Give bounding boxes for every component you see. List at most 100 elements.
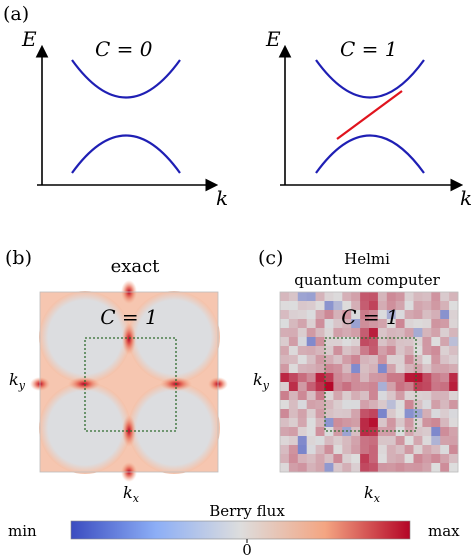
panel-b-title: exact — [111, 256, 161, 277]
heatmap-cell — [324, 418, 334, 428]
upper-band — [315, 59, 425, 99]
heatmap-cell — [413, 337, 423, 347]
heatmap-cell — [404, 373, 414, 383]
heatmap-cell — [404, 418, 414, 428]
heatmap-cell — [440, 427, 450, 437]
heatmap-cell — [360, 319, 370, 329]
heatmap-cell — [377, 436, 388, 446]
heatmap-cell — [306, 436, 316, 446]
heatmap-cell — [306, 391, 316, 401]
heatmap-cell — [360, 301, 370, 311]
heatmap-cell — [333, 346, 343, 356]
heatmap-cell — [333, 310, 343, 320]
heatmap-cell — [342, 382, 352, 392]
heatmap-cell — [377, 319, 388, 329]
heatmap-cell — [333, 337, 343, 347]
panel-b-annotation: C = 1 — [100, 305, 158, 329]
heatmap-cell — [449, 292, 459, 302]
heatmap-cell — [404, 409, 414, 419]
heatmap-cell — [360, 328, 370, 338]
heatmap-cell — [297, 346, 307, 356]
heatmap-cell — [377, 292, 388, 302]
heatmap-cell — [306, 409, 316, 419]
heatmap-cell — [369, 391, 379, 401]
heatmap-cell — [351, 319, 361, 329]
heatmap-cell — [449, 382, 459, 392]
heatmap-cell — [288, 355, 299, 365]
heatmap-cell — [386, 292, 396, 302]
chern-number-annotation: C = 1 — [340, 37, 398, 61]
heatmap-cell — [395, 391, 405, 401]
heatmap-cell — [413, 373, 423, 383]
heatmap-cell — [449, 328, 459, 338]
heatmap-cell — [360, 427, 370, 437]
heatmap-cell — [395, 454, 405, 464]
heatmap-cell — [369, 409, 379, 419]
heatmap-cell — [333, 355, 343, 365]
heatmap-cell — [288, 301, 299, 311]
heatmap-cell — [449, 400, 459, 410]
heatmap-cell — [386, 337, 396, 347]
heatmap-cell — [369, 427, 379, 437]
heatmap-cell — [395, 418, 405, 428]
heatmap-cell — [297, 337, 307, 347]
heatmap-cell — [297, 436, 307, 446]
heatmap-cell — [360, 382, 370, 392]
heatmap-cell — [377, 382, 388, 392]
heatmap-cell — [404, 337, 414, 347]
heatmap-cell — [440, 436, 450, 446]
heatmap-cell — [413, 328, 423, 338]
heatmap-cell — [395, 301, 405, 311]
heatmap-cell — [297, 355, 307, 365]
heatmap-cell — [288, 364, 299, 374]
heatmap-cell — [333, 373, 343, 383]
heatmap-cell — [449, 427, 459, 437]
brillouin-zone-box — [324, 337, 417, 432]
heatmap-cell — [422, 400, 432, 410]
heatmap-cell — [306, 355, 316, 365]
heatmap-cell — [422, 292, 432, 302]
heatmap-cell — [422, 364, 432, 374]
heatmap-cell — [369, 400, 379, 410]
colorbar-zero-label: 0 — [242, 541, 252, 556]
heatmap-cell — [413, 382, 423, 392]
heatmap-cell — [413, 391, 423, 401]
heatmap-cell — [413, 301, 423, 311]
heatmap-cell — [280, 292, 290, 302]
heatmap-cell — [306, 292, 316, 302]
heatmap-cell — [377, 409, 388, 419]
heatmap-cell — [315, 382, 325, 392]
heatmap-cell — [431, 319, 441, 329]
heatmap-cell — [404, 400, 414, 410]
heatmap-cell — [413, 355, 423, 365]
heatmap-cell — [404, 346, 414, 356]
panel-b-heatmap — [30, 280, 228, 482]
heatmap-cell — [386, 391, 396, 401]
heatmap-cell — [449, 310, 459, 320]
heatmap-cell — [431, 364, 441, 374]
heatmap-cell — [288, 391, 299, 401]
heatmap-cell — [280, 346, 290, 356]
heatmap-cell — [288, 427, 299, 437]
heatmap-cell — [440, 346, 450, 356]
colorbar-max-label: max — [428, 522, 460, 540]
heatmap-cell — [297, 400, 307, 410]
heatmap-cell — [342, 454, 352, 464]
heatmap-cell — [440, 301, 450, 311]
heatmap-cell — [369, 436, 379, 446]
heatmap-cell — [342, 328, 352, 338]
heatmap-cell — [351, 382, 361, 392]
heatmap-cell — [315, 364, 325, 374]
heatmap-cell — [360, 436, 370, 446]
heatmap-cell — [315, 310, 325, 320]
heatmap-cell — [369, 292, 379, 302]
heatmap-cell — [324, 373, 334, 383]
heatmap-cell — [431, 328, 441, 338]
heatmap-cell — [306, 310, 316, 320]
heatmap-cell — [333, 301, 343, 311]
heatmap-cell — [449, 373, 459, 383]
heatmap-cell — [386, 364, 396, 374]
heatmap-cell — [315, 454, 325, 464]
heatmap-cell — [395, 400, 405, 410]
